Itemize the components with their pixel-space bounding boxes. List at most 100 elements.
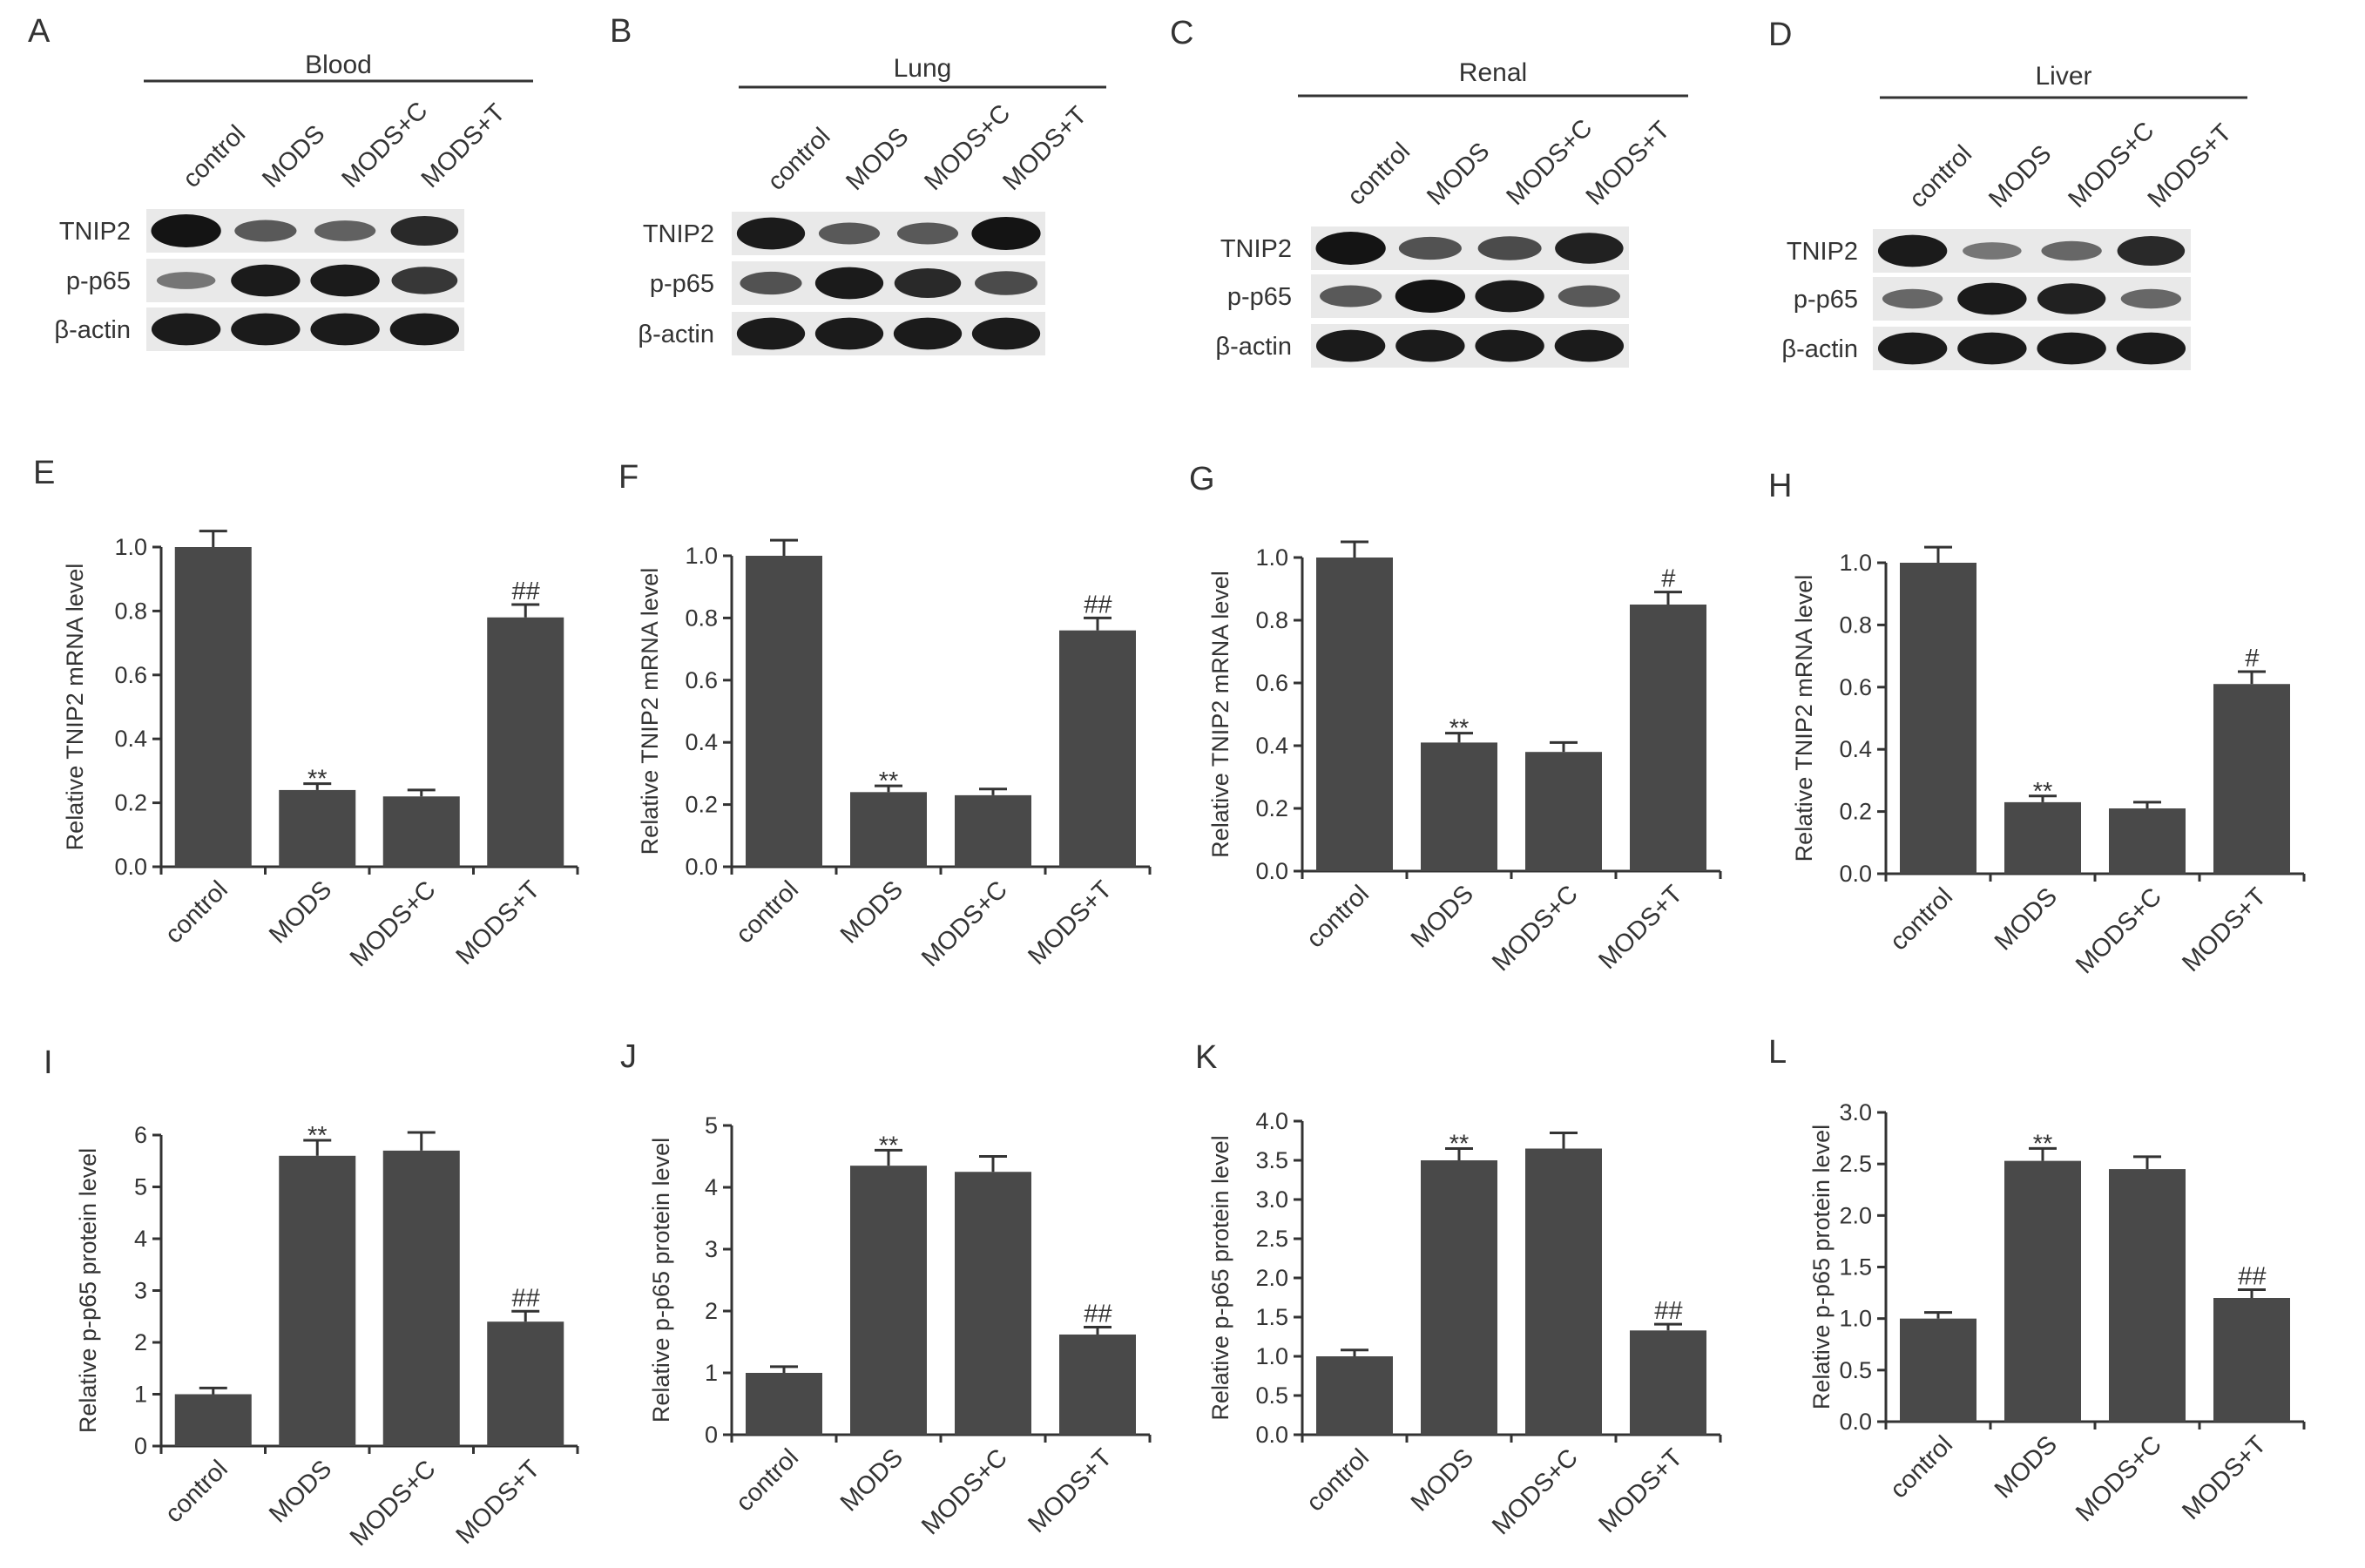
- y-axis-title: Relative TNIP2 mRNA level: [62, 564, 88, 851]
- blot-band: [389, 313, 460, 346]
- blot-row: TNIP2: [1220, 226, 1629, 270]
- row-label: p-p65: [66, 267, 131, 295]
- bar: [279, 789, 356, 867]
- bar: [382, 796, 460, 867]
- y-tick-label: 0.0: [1255, 858, 1288, 884]
- y-tick-label: 0.8: [685, 605, 718, 631]
- significance-marker: **: [2033, 778, 2053, 806]
- row-label: p-p65: [1794, 286, 1858, 314]
- blot-band: [151, 313, 221, 346]
- panel-letter: C: [1170, 15, 1193, 51]
- x-category-label: control: [731, 1443, 804, 1517]
- bar: [2004, 1160, 2081, 1422]
- x-category-label: MODS+T: [1593, 880, 1688, 975]
- y-tick-label: 2: [134, 1329, 147, 1355]
- x-category-label: MODS: [1990, 1430, 2063, 1504]
- x-category-label: control: [1885, 1430, 1958, 1504]
- bar: [2109, 808, 2186, 874]
- y-tick-label: 1.5: [1255, 1304, 1288, 1330]
- row-label: TNIP2: [1787, 238, 1858, 266]
- x-category-label: control: [160, 875, 233, 949]
- y-tick-label: 2.5: [1839, 1151, 1872, 1177]
- x-category-label: control: [160, 1455, 233, 1528]
- panel-letter: F: [618, 459, 639, 496]
- panel-letter: G: [1189, 461, 1215, 497]
- lane-label: control: [1904, 140, 1977, 213]
- x-category-label: MODS: [1990, 882, 2063, 956]
- blot-band: [1395, 329, 1465, 362]
- y-tick-label: 3: [705, 1236, 718, 1262]
- panel-letter: B: [610, 13, 632, 50]
- bar-chart-g: G 0.0 0.2 0.4 0.6 0.8 1.0 Relative TNIP2 mRNA l…: [1189, 461, 1722, 977]
- y-tick-label: 0.4: [1255, 733, 1288, 759]
- x-category-label: MODS: [835, 1443, 909, 1517]
- x-category-label: MODS: [835, 875, 909, 949]
- tissue-title: Liver: [2035, 62, 2091, 91]
- significance-marker: **: [2033, 1130, 2053, 1158]
- significance-marker: ##: [1084, 591, 1112, 618]
- panel-letter: J: [620, 1038, 637, 1075]
- bar: [1421, 742, 1497, 871]
- row-label: β-actin: [1781, 335, 1858, 363]
- panel-letter: A: [28, 13, 51, 50]
- blot-band: [894, 267, 962, 299]
- lane-label: MODS+C: [2063, 117, 2159, 213]
- tissue-title: Renal: [1459, 58, 1527, 87]
- lane-label: MODS+T: [416, 98, 511, 193]
- y-tick-label: 1.0: [1839, 1306, 1872, 1332]
- bar: [2109, 1169, 2186, 1422]
- lane-label: MODS+C: [336, 97, 433, 193]
- row-label: β-actin: [638, 321, 714, 348]
- y-tick-label: 0.0: [1255, 1422, 1288, 1448]
- lane-label: MODS: [1422, 138, 1495, 211]
- x-category-label: MODS+T: [451, 1455, 546, 1550]
- lane-label: control: [762, 123, 835, 196]
- blot-band: [1554, 329, 1625, 362]
- y-axis-title: Relative p-p65 protein level: [1808, 1125, 1835, 1409]
- x-category-label: MODS: [1406, 1443, 1479, 1517]
- blot-band: [2037, 283, 2106, 314]
- lane-label: control: [178, 120, 251, 193]
- y-tick-label: 5: [705, 1112, 718, 1139]
- blot-band: [1877, 332, 1948, 365]
- blot-band: [2116, 332, 2186, 365]
- y-tick-label: 0.2: [114, 790, 147, 816]
- blot-band: [1315, 329, 1386, 362]
- y-tick-label: 0.2: [1255, 795, 1288, 821]
- x-category-label: MODS+C: [916, 1443, 1013, 1540]
- x-category-label: MODS+C: [2071, 1430, 2167, 1527]
- lane-label: MODS+T: [1581, 116, 1676, 211]
- blot-row: p-p65: [1794, 277, 2191, 321]
- significance-marker: **: [307, 1122, 328, 1150]
- bar: [1525, 752, 1602, 871]
- bar: [746, 556, 822, 867]
- blot-band: [391, 267, 458, 294]
- bar: [1525, 1148, 1602, 1435]
- y-tick-label: 0.2: [685, 792, 718, 818]
- blot-row: β-actin: [1215, 324, 1629, 368]
- y-tick-label: 0.4: [114, 726, 147, 752]
- x-category-label: control: [1301, 1443, 1375, 1517]
- significance-marker: ##: [1084, 1300, 1112, 1328]
- blot-row: β-actin: [638, 312, 1045, 355]
- x-category-label: MODS+C: [1487, 880, 1584, 977]
- bar: [2004, 801, 2081, 874]
- bar: [174, 547, 252, 867]
- y-tick-label: 6: [134, 1122, 147, 1148]
- y-tick-label: 4: [134, 1226, 147, 1252]
- y-tick-label: 1.5: [1839, 1254, 1872, 1281]
- significance-marker: ##: [2238, 1263, 2267, 1291]
- y-tick-label: 3: [134, 1278, 147, 1304]
- blot-band: [1475, 280, 1544, 313]
- lane-label: control: [1342, 138, 1416, 211]
- blot-band: [740, 271, 802, 295]
- blot-row: β-actin: [1781, 327, 2191, 370]
- blot-band: [1555, 233, 1624, 264]
- bar-chart-f: F 0.0 0.2 0.4 0.6 0.8 1.0 Relative TNIP2 mRNA l…: [618, 459, 1152, 972]
- panel-letter: H: [1768, 468, 1792, 504]
- bar-chart-i: I 0 1 2 3 4 5 6 Relative p-p65 protein level cont…: [44, 1044, 579, 1551]
